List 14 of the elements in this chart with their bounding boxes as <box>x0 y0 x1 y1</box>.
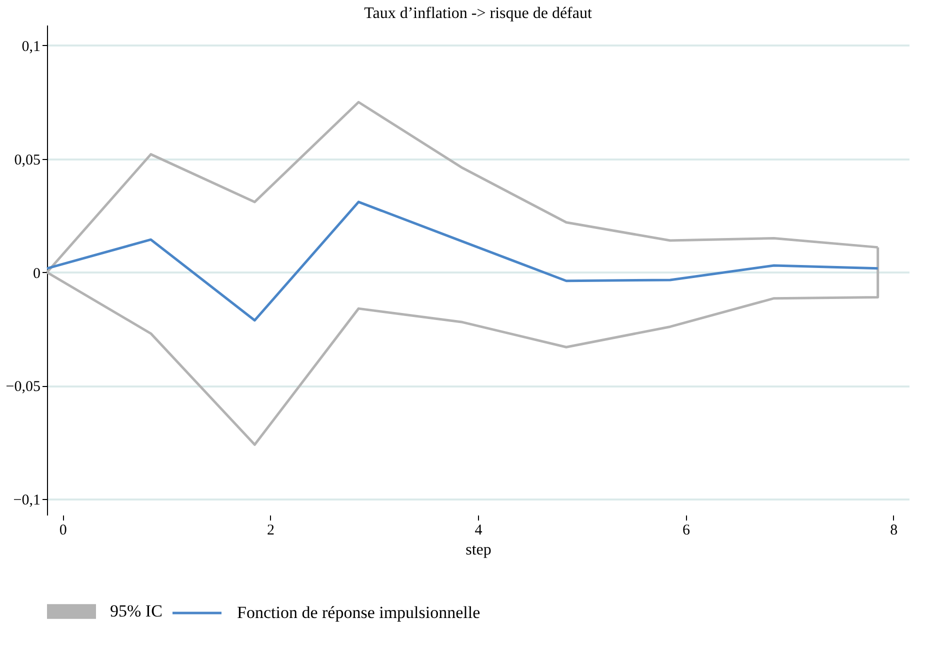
legend-label: Fonction de réponse impulsionnelle <box>237 603 480 622</box>
y-tick-label: 0 <box>33 266 40 282</box>
x-tick-label: 6 <box>682 522 690 538</box>
x-tick-label: 8 <box>890 522 898 538</box>
x-tick-label: 4 <box>474 522 483 538</box>
chart-title: Taux d’inflation -> risque de défaut <box>364 5 592 22</box>
y-tick-label: 0,1 <box>22 38 40 55</box>
y-tick-label: 0,05 <box>14 152 40 168</box>
legend-label: 95% IC <box>110 602 162 620</box>
x-axis-title: step <box>466 542 492 558</box>
x-tick-label: 2 <box>267 522 275 538</box>
y-tick-label: −0,1 <box>13 492 40 509</box>
y-tick-label: −0,05 <box>6 379 40 396</box>
x-tick-label: 0 <box>59 522 67 538</box>
